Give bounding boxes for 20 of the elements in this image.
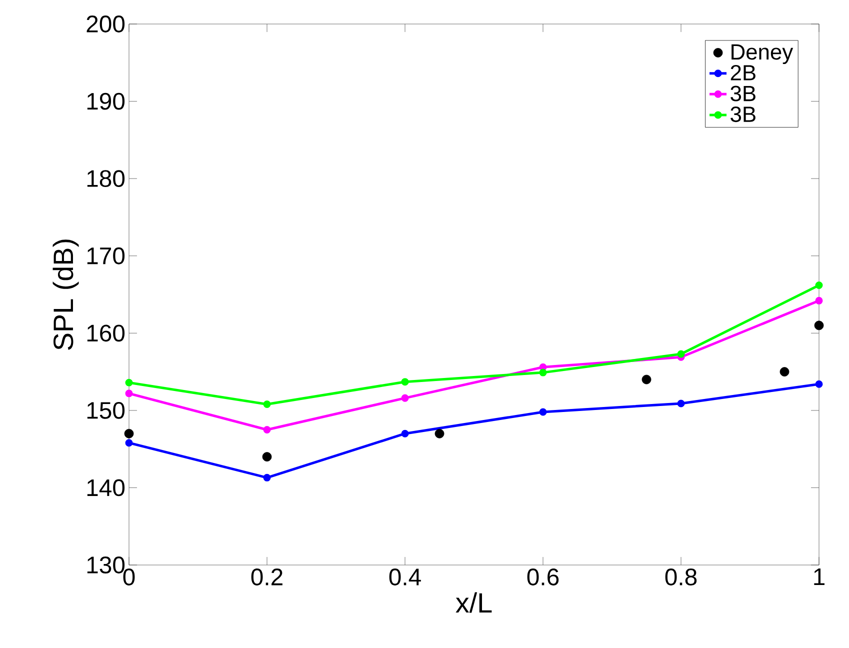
x-tick-label: 0.6	[527, 568, 559, 586]
y-tick-label: 130	[87, 556, 125, 574]
x-tick-label: 0	[123, 568, 135, 586]
x-axis-title: x/L	[456, 592, 492, 613]
legend-label: 3B	[730, 106, 756, 122]
y-tick-label: 160	[87, 324, 125, 342]
x-tick-label: 1	[814, 568, 824, 585]
x-tick-label: 0.4	[389, 568, 421, 586]
y-tick-label: 140	[87, 479, 125, 496]
x-tick-label: 0.2	[251, 568, 282, 586]
y-tick-label: 200	[86, 16, 125, 32]
y-tick-label: 150	[87, 402, 125, 419]
y-axis-title: SPL (dB)	[52, 240, 79, 350]
legend-label: Deney	[732, 44, 794, 64]
y-tick-label: 170	[87, 247, 125, 264]
y-tick-label: 190	[87, 92, 125, 110]
legend-label: 3B	[730, 86, 756, 102]
y-tick-label: 180	[87, 170, 125, 188]
legend-label: 2B	[730, 64, 756, 80]
x-tick-label: 0.8	[665, 568, 697, 586]
